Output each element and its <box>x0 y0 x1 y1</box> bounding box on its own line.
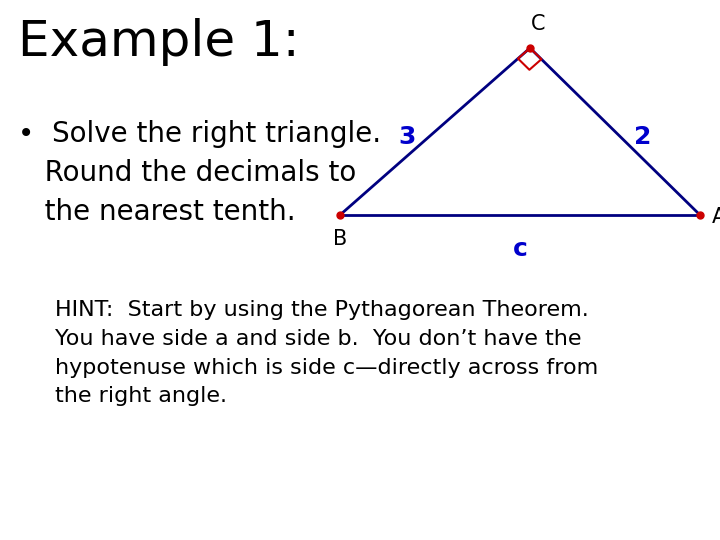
Text: •  Solve the right triangle.
   Round the decimals to
   the nearest tenth.: • Solve the right triangle. Round the de… <box>18 120 381 226</box>
Text: HINT:  Start by using the Pythagorean Theorem.
You have side a and side b.  You : HINT: Start by using the Pythagorean The… <box>55 300 598 407</box>
Text: C: C <box>531 14 545 34</box>
Text: A: A <box>712 207 720 227</box>
Text: c: c <box>513 237 528 261</box>
Text: B: B <box>333 229 347 249</box>
Text: Example 1:: Example 1: <box>18 18 300 66</box>
Text: 3: 3 <box>398 125 415 148</box>
Text: 2: 2 <box>634 125 652 148</box>
